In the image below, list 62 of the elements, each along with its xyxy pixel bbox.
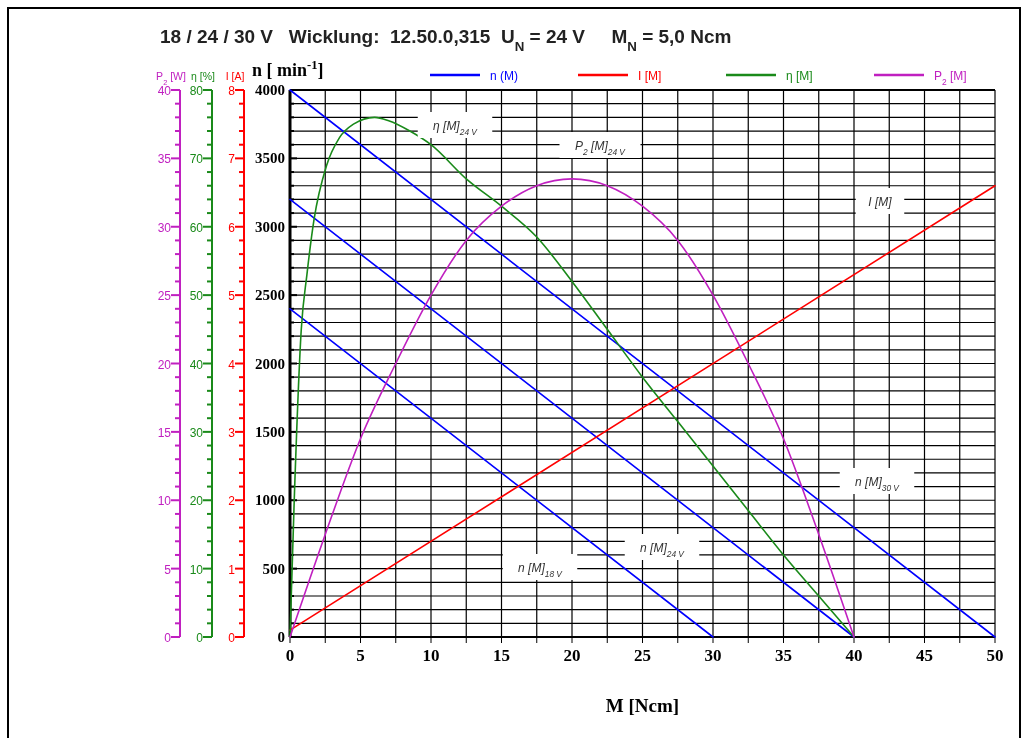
annotation: η [M]$_{24 V}$ (433, 119, 479, 137)
legend-label: n (M) (490, 69, 518, 83)
y-axis-title: n [ min$^{-1}$] (252, 58, 324, 80)
y2-tick-label: 6 (228, 220, 236, 235)
y3-tick-label: 80 (189, 84, 204, 98)
y-tick-label: 2000 (255, 355, 285, 372)
y2-tick-label: 4 (228, 357, 236, 372)
y3-tick-label: 70 (189, 152, 204, 167)
y3-axis-title: η [%] (191, 70, 216, 82)
y-tick-label: 5 (164, 562, 172, 577)
y3-tick-label: 40 (189, 357, 204, 372)
y-tick-label: 20 (157, 357, 172, 372)
x-axis-title: M [Ncm] (605, 695, 680, 716)
y-tick-label: 10 (157, 494, 172, 509)
y3-tick-label: 20 (189, 494, 204, 509)
y-tick-label: 25 (157, 289, 172, 304)
x-tick-label: 50 (986, 646, 1004, 665)
x-tick-label: 25 (634, 646, 651, 665)
x-tick-label: 20 (563, 646, 581, 665)
y-tick-label: 0 (277, 629, 285, 645)
x-tick-label: 35 (775, 646, 792, 665)
y-tick-label: 500 (262, 560, 285, 577)
y-tick-label: 3000 (255, 218, 285, 235)
x-tick-label: 5 (356, 646, 365, 665)
y-tick-label: 35 (157, 152, 172, 167)
x-tick-label: 15 (493, 646, 510, 665)
y-tick-label: 3500 (255, 150, 285, 167)
y2-tick-label: 8 (228, 84, 236, 98)
annotation: n [M]$_{30 V}$ (855, 475, 901, 493)
y2-tick-label: 5 (228, 289, 236, 304)
legend-label: η [M] (786, 69, 813, 83)
y2-tick-label: 1 (228, 562, 236, 577)
y3-tick-label: 10 (189, 562, 204, 577)
y3-tick-label: 50 (189, 289, 204, 304)
y2-tick-label: 3 (228, 425, 236, 440)
y-tick-label: 2500 (255, 287, 285, 304)
y2-tick-label: 7 (228, 152, 236, 167)
x-tick-label: 30 (704, 646, 722, 665)
y3-tick-label: 0 (196, 631, 204, 645)
annotation: n [M]$_{24 V}$ (640, 541, 686, 559)
chart-title: 18 / 24 / 30 V Wicklung: 12.50.0,315 U$_{N}$ = 24 V M$_{N}$ = 5,0 Ncm (160, 26, 732, 54)
y2-tick-label: 2 (228, 494, 236, 509)
y-tick-label: 30 (157, 220, 172, 235)
y2-tick-label: 0 (228, 631, 236, 645)
y-tick-label: 1500 (255, 423, 285, 440)
y2-axis-title: I [A] (225, 70, 245, 82)
y3-tick-label: 30 (189, 425, 204, 440)
annotation: n [M]$_{18 V}$ (518, 561, 564, 579)
x-tick-label: 45 (916, 646, 933, 665)
y-axis-title: P$_{2}$ [W] (156, 70, 186, 87)
annotation: I [M] (868, 195, 893, 209)
x-tick-label: 40 (845, 646, 863, 665)
annotation: P$_{2}$ [M]$_{24 V}$ (575, 139, 627, 157)
legend-label: P$_{2}$ [M] (934, 69, 967, 87)
y-tick-label: 40 (157, 84, 172, 98)
y-tick-label: 15 (157, 425, 172, 440)
y-tick-label: 0 (164, 631, 172, 645)
y-tick-label: 4000 (255, 82, 285, 98)
y-tick-label: 1000 (255, 492, 285, 509)
legend-label: I [M] (638, 69, 662, 83)
y3-tick-label: 60 (189, 220, 204, 235)
x-tick-label: 10 (422, 646, 440, 665)
